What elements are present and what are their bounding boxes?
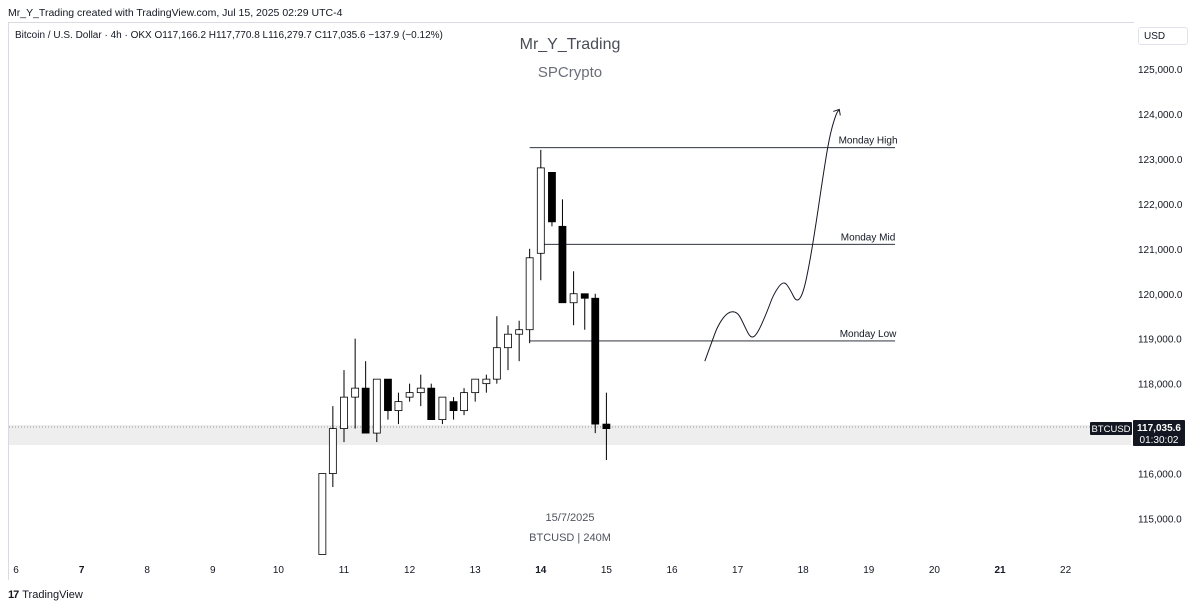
y-tick-label: 115,000.0 bbox=[1138, 515, 1182, 526]
y-tick-label: 118,000.0 bbox=[1138, 380, 1182, 391]
price-tag-countdown: 01:30:02 bbox=[1140, 435, 1179, 446]
price-tag bbox=[1133, 419, 1185, 446]
y-tick-label: 119,000.0 bbox=[1138, 335, 1182, 346]
symbol-legend: Bitcoin / U.S. Dollar · 4h · OKX O117,16… bbox=[15, 30, 443, 41]
candle-bear bbox=[361, 387, 370, 434]
y-tick-label: 123,000.0 bbox=[1138, 155, 1183, 166]
x-tick-label: 9 bbox=[210, 565, 216, 576]
x-tick-label: 8 bbox=[144, 565, 150, 576]
symbol-tag-label: BTCUSD bbox=[1091, 424, 1130, 435]
candle-bear bbox=[580, 293, 589, 299]
candle-bull bbox=[525, 257, 534, 331]
candle-bull bbox=[515, 329, 524, 335]
x-tick-label: 16 bbox=[666, 565, 678, 576]
candle-bull bbox=[351, 387, 360, 398]
candle-bull bbox=[492, 347, 501, 380]
level-label: Monday High bbox=[839, 136, 898, 147]
y-tick-label: 116,000.0 bbox=[1138, 470, 1182, 481]
price-tag-value: 117,035.6 bbox=[1137, 423, 1181, 434]
candle-bull bbox=[372, 378, 381, 434]
watermark-date: 15/7/2025 bbox=[545, 512, 595, 524]
candle-bull bbox=[438, 396, 447, 421]
candle-bear bbox=[384, 378, 392, 412]
candle-bull bbox=[471, 378, 480, 394]
watermark-subtitle: SPCrypto bbox=[537, 64, 603, 81]
y-tick-label: 122,000.0 bbox=[1138, 200, 1183, 211]
watermark-symbol: BTCUSD | 240M bbox=[529, 532, 611, 544]
candle-bull bbox=[340, 396, 348, 430]
y-tick-label: 120,000.0 bbox=[1138, 290, 1183, 301]
y-tick-label: 125,000.0 bbox=[1138, 65, 1183, 76]
current-price-band bbox=[9, 424, 1131, 445]
tradingview-logo-icon: 17 bbox=[8, 589, 19, 601]
chart-frame bbox=[8, 22, 1134, 580]
symbol-tag bbox=[1090, 421, 1132, 435]
candle-bear bbox=[548, 171, 556, 223]
x-tick-label: 7 bbox=[79, 565, 85, 576]
x-tick-label: 11 bbox=[339, 565, 350, 576]
candle-bull bbox=[482, 378, 491, 385]
candle-bull bbox=[394, 401, 403, 412]
x-tick-label: 14 bbox=[535, 565, 547, 576]
watermark-title: Mr_Y_Trading bbox=[519, 36, 621, 53]
candle-bull bbox=[504, 333, 512, 349]
x-tick-label: 19 bbox=[863, 565, 875, 576]
candle-bull bbox=[318, 473, 327, 555]
y-tick-label: 124,000.0 bbox=[1138, 110, 1183, 121]
candle-bull bbox=[536, 167, 545, 254]
projection-arrowhead bbox=[833, 108, 841, 116]
footer-brand-name: TradingView bbox=[22, 589, 83, 601]
x-tick-label: 12 bbox=[404, 565, 416, 576]
x-tick-label: 22 bbox=[1060, 565, 1072, 576]
level-label: Monday Low bbox=[840, 329, 897, 340]
candle-bull bbox=[416, 387, 425, 394]
candle-bear bbox=[427, 387, 436, 421]
candle-bull bbox=[328, 428, 337, 474]
chart-attribution: Mr_Y_Trading created with TradingView.co… bbox=[8, 7, 343, 19]
candle-bull bbox=[460, 392, 468, 412]
candle-bear bbox=[591, 297, 600, 425]
x-tick-label: 18 bbox=[798, 565, 810, 576]
candle-bear bbox=[602, 423, 611, 430]
level-label: Monday Mid bbox=[841, 232, 895, 243]
candle-bear bbox=[449, 401, 458, 412]
x-tick-label: 20 bbox=[929, 565, 941, 576]
candle-bull bbox=[569, 293, 578, 304]
x-tick-label: 17 bbox=[732, 565, 744, 576]
x-tick-label: 15 bbox=[601, 565, 613, 576]
footer-brand: 17 TradingView bbox=[8, 589, 83, 601]
candle-bear bbox=[558, 225, 567, 304]
projection-path bbox=[704, 109, 840, 362]
x-tick-label: 10 bbox=[273, 565, 285, 576]
candle-bull bbox=[405, 392, 414, 398]
currency-button[interactable]: USD bbox=[1138, 27, 1188, 45]
x-tick-label: 6 bbox=[13, 565, 19, 576]
x-tick-label: 21 bbox=[994, 565, 1006, 576]
y-tick-label: 121,000.0 bbox=[1138, 245, 1183, 256]
x-tick-label: 13 bbox=[470, 565, 482, 576]
